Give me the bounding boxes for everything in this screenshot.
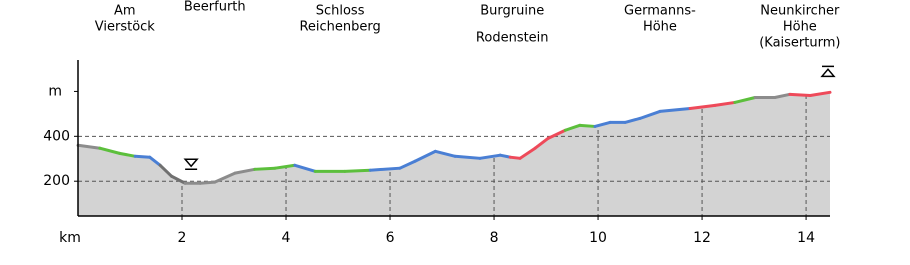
place-label: Beerfurth [184,0,246,15]
profile-segment [253,166,277,171]
profile-segment [578,123,597,128]
place-label: Neunkircher [760,4,840,19]
profile-segment [453,154,482,160]
place-label: Vierstöck [95,20,156,35]
place-label: Rodenstein [476,31,549,46]
y-tick-label: m [48,83,62,99]
profile-segment [638,109,662,120]
elevation-area [78,92,830,216]
profile-segment [368,166,402,172]
place-label: Reichenberg [299,20,380,35]
y-tick-label: 200 [43,173,70,189]
place-label: Höhe [643,20,677,35]
place-label: Höhe [783,20,817,35]
place-label: Schloss [316,4,365,19]
profile-segment [213,171,237,184]
profile-segment [158,163,174,178]
y-tick-label: 400 [43,128,70,144]
place-label: (Kaiserturm) [759,36,840,51]
x-tick-label: 14 [797,230,815,246]
profile-segment [773,92,792,99]
x-tick-label: 8 [490,230,499,246]
profile-segment [546,128,567,140]
x-axis-label: km [59,230,81,246]
profile-segment [433,149,457,158]
place-label: Burgruine [480,4,544,19]
profile-segment [593,120,612,128]
place-label: Germanns- [624,4,696,19]
profile-segment [118,151,137,158]
profile-segment [713,100,737,107]
max-marker [820,65,836,78]
profile-segment [533,136,550,150]
profile-segment [688,103,717,110]
place-label: Am [114,4,136,19]
x-tick-label: 10 [589,230,607,246]
profile-segment [563,123,582,132]
x-tick-label: 6 [386,230,395,246]
profile-segment [623,116,642,124]
profile-segment [478,153,502,160]
x-tick-label: 4 [282,230,291,246]
profile-segment [498,153,512,159]
profile-segment [788,92,812,97]
profile-segment [233,167,257,175]
profile-segment [76,143,102,150]
profile-segment [398,159,417,170]
x-tick-label: 2 [178,230,187,246]
profile-segment [413,149,437,163]
profile-segment [98,146,122,155]
profile-segment [148,155,162,167]
profile-segment [808,90,832,97]
profile-segment [170,174,187,185]
profile-segment [133,154,152,159]
profile-segment [293,163,317,173]
profile-segment [273,163,297,170]
min-marker [183,158,199,170]
profile-segment [508,155,522,160]
profile-segment [198,180,217,185]
profile-segment [658,106,692,113]
profile-segment [343,168,372,173]
profile-segment [518,146,537,160]
x-tick-label: 12 [693,230,711,246]
profile-segment [733,95,757,104]
